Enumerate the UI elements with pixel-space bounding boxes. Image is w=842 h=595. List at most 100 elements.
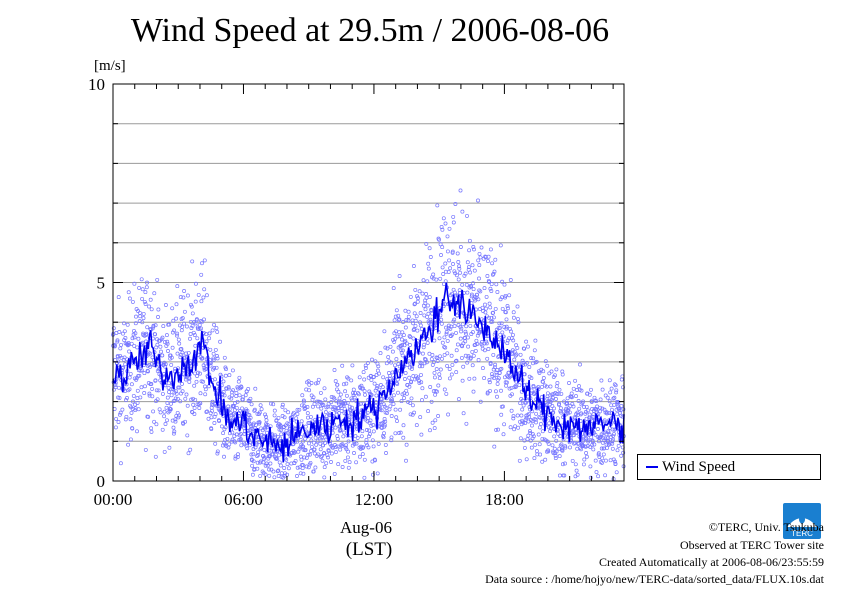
scatter-point <box>444 331 449 336</box>
scatter-point <box>302 455 307 460</box>
scatter-point <box>262 448 267 452</box>
scatter-point <box>587 392 592 397</box>
scatter-point <box>260 428 265 433</box>
scatter-point <box>255 466 260 471</box>
scatter-point <box>189 397 194 402</box>
scatter-point <box>613 459 617 464</box>
scatter-point <box>484 339 489 344</box>
scatter-point <box>575 472 580 477</box>
scatter-point <box>233 426 238 431</box>
scatter-point <box>295 474 299 478</box>
x-tick-label: 18:00 <box>485 490 524 509</box>
scatter-point <box>447 258 452 263</box>
scatter-point <box>237 375 242 380</box>
scatter-point <box>455 342 460 347</box>
scatter-point <box>524 457 529 462</box>
scatter-point <box>454 358 459 363</box>
scatter-point <box>197 323 202 327</box>
scatter-point <box>466 265 471 270</box>
scatter-point <box>275 456 280 461</box>
scatter-point <box>606 428 611 433</box>
scatter-point <box>459 355 464 360</box>
scatter-point <box>269 467 274 472</box>
scatter-point <box>419 432 424 437</box>
scatter-point <box>469 294 474 299</box>
scatter-point <box>470 330 475 335</box>
scatter-point <box>139 277 144 282</box>
scatter-point <box>400 330 405 335</box>
scatter-point <box>127 387 132 392</box>
scatter-point <box>441 216 446 221</box>
scatter-point <box>120 407 125 412</box>
scatter-point <box>389 438 394 443</box>
scatter-point <box>563 461 567 466</box>
scatter-point <box>322 434 327 439</box>
scatter-point <box>522 346 527 351</box>
scatter-point <box>246 387 251 391</box>
scatter-point <box>467 238 472 243</box>
scatter-point <box>392 318 397 323</box>
scatter-point <box>123 362 128 367</box>
scatter-point <box>600 460 604 465</box>
scatter-point <box>469 292 474 297</box>
scatter-point <box>230 393 235 398</box>
scatter-point <box>212 421 217 425</box>
scatter-point <box>610 441 615 446</box>
scatter-point <box>467 376 472 381</box>
scatter-point <box>554 438 559 443</box>
scatter-point <box>165 341 170 346</box>
scatter-point <box>378 351 383 356</box>
scatter-point <box>491 271 496 276</box>
scatter-point <box>215 451 220 456</box>
scatter-point <box>184 324 189 329</box>
scatter-point <box>437 237 442 242</box>
scatter-point <box>372 381 377 386</box>
scatter-point <box>589 435 594 440</box>
scatter-point <box>116 385 121 390</box>
scatter-point <box>162 414 167 419</box>
scatter-point <box>158 344 163 349</box>
y-tick-label: 0 <box>97 472 106 491</box>
scatter-point <box>513 384 518 389</box>
scatter-point <box>557 454 562 459</box>
scatter-point <box>410 364 415 369</box>
scatter-point <box>149 429 154 434</box>
scatter-point <box>598 397 603 402</box>
scatter-point <box>167 390 171 394</box>
scatter-point <box>373 359 378 364</box>
scatter-point <box>457 288 462 293</box>
scatter-point <box>411 321 416 326</box>
scatter-point <box>346 439 351 444</box>
legend-label: Wind Speed <box>662 458 736 475</box>
scatter-point <box>397 274 402 278</box>
scatter-point <box>588 475 593 480</box>
legend-swatch <box>646 466 658 468</box>
scatter-point <box>420 364 425 369</box>
scatter-point <box>127 349 132 354</box>
scatter-point <box>371 429 376 434</box>
scatter-point <box>612 432 616 437</box>
scatter-point <box>265 463 270 468</box>
scatter-point <box>314 381 318 386</box>
scatter-point <box>301 471 306 476</box>
scatter-point <box>419 372 423 377</box>
scatter-point <box>567 381 571 385</box>
scatter-point <box>540 436 545 441</box>
scatter-point <box>344 381 349 386</box>
scatter-point <box>390 370 395 375</box>
scatter-point <box>231 404 236 409</box>
scatter-point <box>213 441 218 446</box>
scatter-point <box>173 417 178 422</box>
scatter-point <box>421 278 426 283</box>
scatter-point <box>393 363 397 368</box>
scatter-point <box>503 310 508 315</box>
scatter-point <box>563 444 568 449</box>
scatter-point <box>452 317 457 322</box>
scatter-point <box>206 384 211 389</box>
scatter-point <box>312 402 317 406</box>
scatter-point <box>283 408 288 413</box>
scatter-point <box>529 445 534 450</box>
scatter-point <box>474 338 479 343</box>
scatter-point <box>511 416 516 421</box>
scatter-point <box>451 220 456 225</box>
